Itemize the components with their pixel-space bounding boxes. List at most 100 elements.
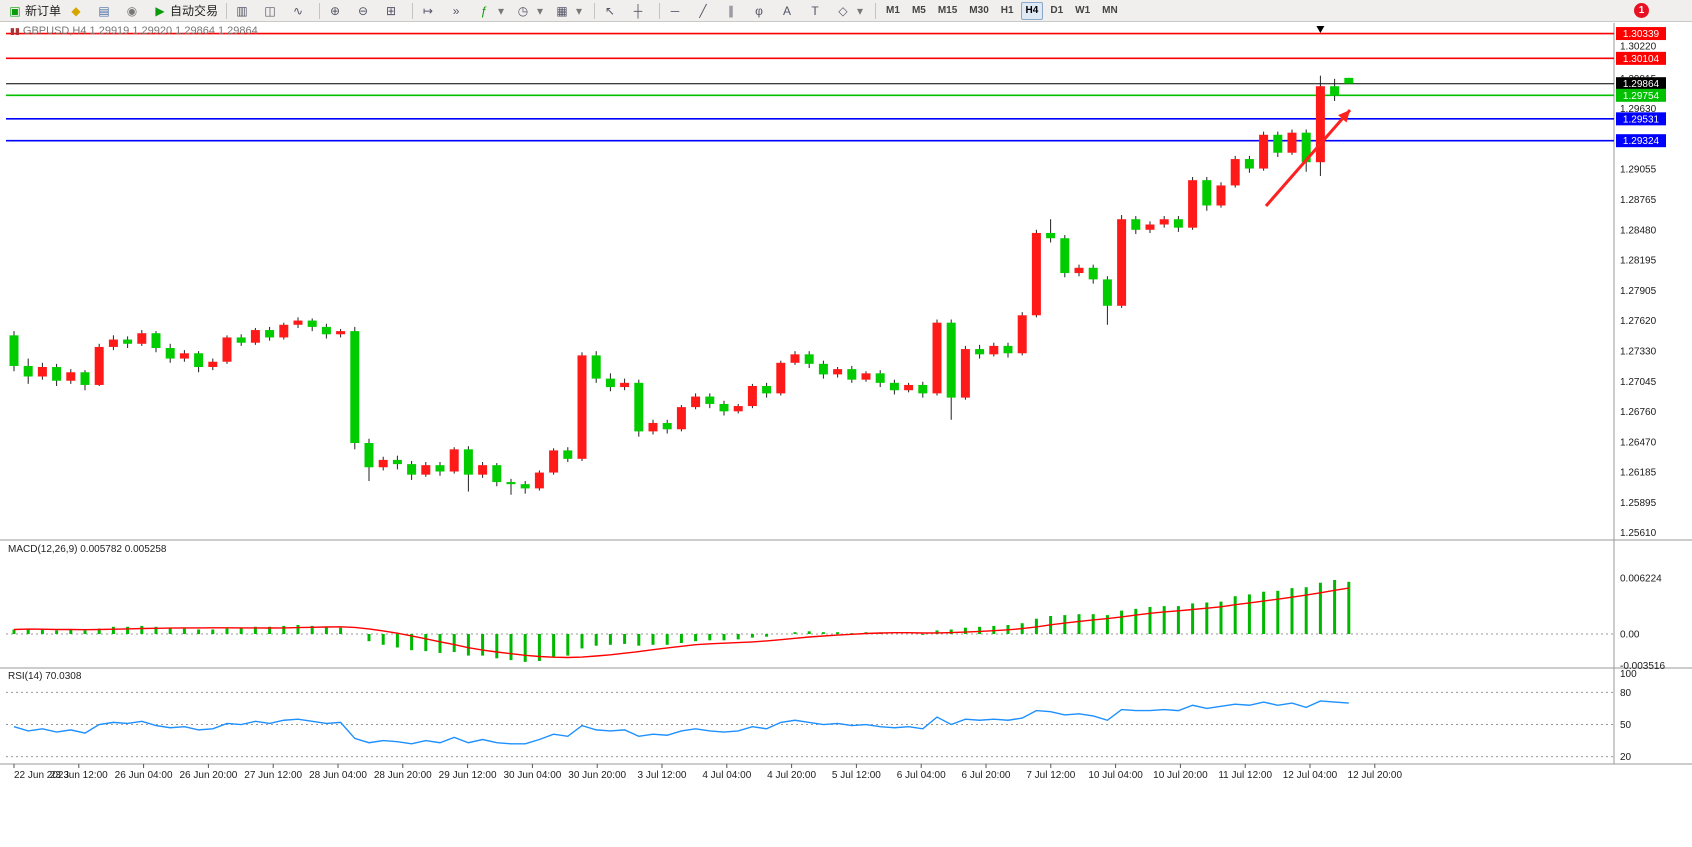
periods-button[interactable]: ◷ ▾ <box>512 1 551 21</box>
candle-body <box>37 367 47 377</box>
chevron-down-icon: ▾ <box>857 3 864 18</box>
time-label: 27 Jun 12:00 <box>244 770 302 781</box>
shapes-tool-button[interactable]: ◇ ▾ <box>832 1 871 21</box>
candle-body <box>151 333 161 348</box>
text-tool-button[interactable]: A <box>776 1 804 21</box>
timeframe-m15-button[interactable]: M15 <box>937 4 958 16</box>
chart-shift-button[interactable]: ↦ <box>417 1 445 21</box>
zoom-out-button[interactable]: ⊖ <box>352 1 380 21</box>
channel-icon: ∥ <box>728 3 735 18</box>
candle-body <box>307 320 317 327</box>
candle-body <box>776 362 786 394</box>
time-label: 23 Jun 12:00 <box>50 770 108 781</box>
time-label: 28 Jun 20:00 <box>374 770 432 781</box>
cursor-button[interactable]: ↖ <box>599 1 627 21</box>
candle-body <box>1216 185 1226 206</box>
market-watch-icon: ◆ <box>71 3 81 18</box>
timeframe-m1-button[interactable]: M1 <box>886 4 900 16</box>
candle-body <box>549 450 559 473</box>
candle-body <box>1003 345 1013 354</box>
trendline-tool-button[interactable]: ╱ <box>692 1 720 21</box>
indicators-button[interactable]: ƒ ▾ <box>473 1 512 21</box>
candle-body <box>265 330 275 338</box>
candle-body <box>392 459 402 465</box>
rsi-axis-label: 100 <box>1620 669 1637 680</box>
macd-axis-label: -0.003516 <box>1620 661 1665 672</box>
templates-button[interactable]: ▦ ▾ <box>551 1 590 21</box>
navigator-button[interactable]: ◉ <box>121 1 149 21</box>
trendline-icon: ╱ <box>699 3 707 18</box>
macd-axis-label: 0.00 <box>1620 630 1640 641</box>
candle-body <box>1060 238 1070 274</box>
candle-body <box>648 422 658 432</box>
candle-body <box>1074 267 1084 274</box>
data-window-button[interactable]: ▤ <box>93 1 121 21</box>
candle-body <box>975 349 985 355</box>
candle-body <box>321 326 331 335</box>
chart-bars-button[interactable]: ▥ <box>231 1 259 21</box>
cursor-icon: ↖ <box>605 3 616 18</box>
zoom-in-button[interactable]: ⊕ <box>324 1 352 21</box>
candle-body <box>563 450 573 459</box>
hline-tool-button[interactable]: ─ <box>664 1 692 21</box>
chevron-down-icon: ▾ <box>498 3 505 18</box>
candle-body <box>435 465 445 472</box>
candle-body <box>66 372 76 381</box>
rsi-axis-label: 80 <box>1620 688 1632 699</box>
candle-body <box>1131 219 1141 230</box>
current-bar-marker <box>1316 26 1325 33</box>
candle-body <box>889 382 899 391</box>
market-watch-button[interactable]: ◆ <box>65 1 93 21</box>
candle-body <box>1202 180 1212 206</box>
tile-windows-icon: ⊞ <box>386 3 397 18</box>
chart-line-button[interactable]: ∿ <box>287 1 315 21</box>
candle-body <box>1273 134 1283 153</box>
toolbar-separator <box>875 2 877 19</box>
chart-symbol-icon: ▮▮ <box>10 26 20 36</box>
new-order-button[interactable]: ▣ 新订单 <box>4 1 65 21</box>
timeframe-d1-button[interactable]: D1 <box>1050 4 1064 16</box>
time-label: 29 Jun 12:00 <box>439 770 497 781</box>
candle-body <box>747 386 757 407</box>
rsi-axis-label: 50 <box>1620 720 1632 731</box>
macd-label: MACD(12,26,9) 0.005782 0.005258 <box>8 544 167 555</box>
label-tool-button[interactable]: T <box>804 1 832 21</box>
chart-candles-button[interactable]: ◫ <box>259 1 287 21</box>
timeframe-m30-button[interactable]: M30 <box>969 4 989 16</box>
autotrading-button[interactable]: ▶ 自动交易 <box>149 1 222 21</box>
crosshair-button[interactable]: ┼ <box>627 1 655 21</box>
toolbar: ▣ 新订单 ◆ ▤ ◉ ▶ 自动交易 ▥ ◫ ∿ ⊕ ⊖ ⊞ ↦ » ƒ ▾ ◷ ▾… <box>0 0 1692 22</box>
candle-body <box>1173 219 1183 228</box>
timeframe-h1-button[interactable]: H1 <box>1000 4 1014 16</box>
timeframe-mn-button[interactable]: MN <box>1102 4 1118 16</box>
channel-tool-button[interactable]: ∥ <box>720 1 748 21</box>
trend-arrow[interactable] <box>1264 109 1352 207</box>
candle-body <box>719 403 729 412</box>
price-badge <box>1616 134 1666 148</box>
new-order-label: 新订单 <box>25 4 62 18</box>
timeframe-w1-button[interactable]: W1 <box>1075 4 1091 16</box>
timeframe-h4-button[interactable]: H4 <box>1020 1 1044 20</box>
toolbar-separator <box>412 2 414 19</box>
candle-body <box>705 396 715 404</box>
price-axis-label: 1.26470 <box>1620 437 1657 448</box>
tile-windows-button[interactable]: ⊞ <box>380 1 408 21</box>
notification-badge[interactable]: 1 <box>1634 3 1649 18</box>
bar-chart-icon: ▥ <box>236 3 248 18</box>
fibonacci-tool-button[interactable]: φ <box>748 1 776 21</box>
zoom-in-icon: ⊕ <box>330 3 341 18</box>
price-badge-label: 1.29531 <box>1623 114 1660 125</box>
candle-body <box>378 459 388 468</box>
time-label: 6 Jul 04:00 <box>897 770 946 781</box>
time-label: 22 Jun 2023 <box>14 770 69 781</box>
timeframe-m5-button[interactable]: M5 <box>911 4 926 16</box>
candle-body <box>9 335 19 366</box>
price-badge-label: 1.29864 <box>1623 79 1660 90</box>
price-badge <box>1616 77 1666 91</box>
trend-arrow-head[interactable] <box>1338 110 1350 123</box>
time-label: 10 Jul 04:00 <box>1088 770 1143 781</box>
candle-body <box>932 322 942 394</box>
auto-scroll-button[interactable]: » <box>445 1 473 21</box>
